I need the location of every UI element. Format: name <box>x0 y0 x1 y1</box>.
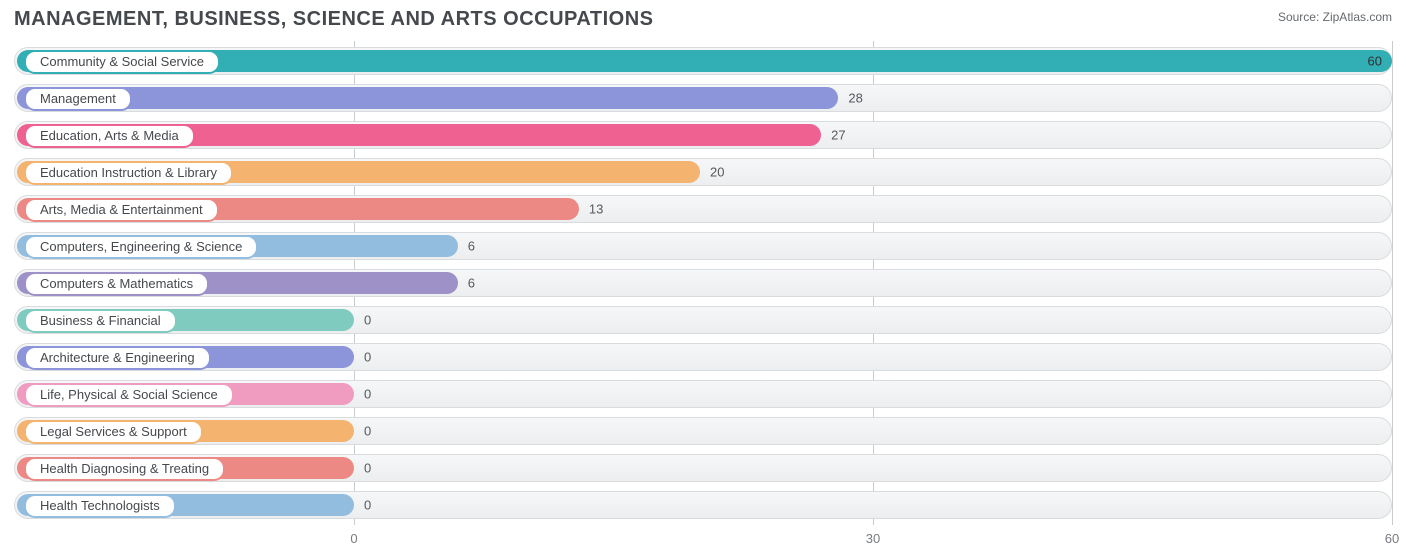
bar-value: 0 <box>364 423 371 438</box>
bar-value: 0 <box>364 460 371 475</box>
bar-row: Legal Services & Support 0 <box>14 417 1392 445</box>
bars-container: Community & Social Service60Management28… <box>14 41 1392 525</box>
gridline <box>1392 41 1393 525</box>
plot-area: Community & Social Service60Management28… <box>14 41 1392 525</box>
x-tick: 30 <box>866 531 880 546</box>
x-tick: 0 <box>350 531 357 546</box>
bar-fill <box>17 87 838 109</box>
bar-value: 20 <box>710 165 724 180</box>
bar-label-pill: Health Diagnosing & Treating <box>24 457 225 481</box>
source-name: ZipAtlas.com <box>1323 10 1392 24</box>
bar-row: Community & Social Service 60 <box>14 47 1392 75</box>
bar-value: 0 <box>364 312 371 327</box>
bar-row: Education, Arts & Media 27 <box>14 121 1392 149</box>
bar-value: 27 <box>831 128 845 143</box>
chart-area: Community & Social Service60Management28… <box>14 41 1392 551</box>
bar-value: 13 <box>589 202 603 217</box>
bar-label-pill: Legal Services & Support <box>24 420 203 444</box>
bar-label-pill: Computers & Mathematics <box>24 272 209 296</box>
bar-label-pill: Architecture & Engineering <box>24 346 211 370</box>
source-prefix: Source: <box>1278 10 1323 24</box>
x-axis: 03060 <box>14 529 1392 551</box>
bar-label-pill: Education Instruction & Library <box>24 161 233 185</box>
chart-title: MANAGEMENT, BUSINESS, SCIENCE AND ARTS O… <box>14 8 653 31</box>
bar-row: Computers & Mathematics 6 <box>14 269 1392 297</box>
bar-value: 0 <box>364 386 371 401</box>
bar-label-pill: Education, Arts & Media <box>24 124 195 148</box>
x-tick: 60 <box>1385 531 1399 546</box>
bar-label-pill: Business & Financial <box>24 309 177 333</box>
bar-fill <box>17 50 1392 72</box>
bar-label-pill: Management <box>24 87 132 111</box>
bar-row: Health Diagnosing & Treating 0 <box>14 454 1392 482</box>
bar-value: 6 <box>468 239 475 254</box>
bar-row: Education Instruction & Library 20 <box>14 158 1392 186</box>
bar-value: 60 <box>1368 54 1382 69</box>
bar-row: Architecture & Engineering 0 <box>14 343 1392 371</box>
chart-source: Source: ZipAtlas.com <box>1278 10 1392 24</box>
bar-row: Computers, Engineering & Science 6 <box>14 232 1392 260</box>
bar-value: 6 <box>468 275 475 290</box>
bar-label-pill: Life, Physical & Social Science <box>24 383 234 407</box>
bar-label-pill: Community & Social Service <box>24 50 220 74</box>
bar-label-pill: Health Technologists <box>24 494 176 518</box>
bar-label-pill: Arts, Media & Entertainment <box>24 198 219 222</box>
bar-value: 28 <box>848 91 862 106</box>
bar-row: Health Technologists 0 <box>14 491 1392 519</box>
bar-label-pill: Computers, Engineering & Science <box>24 235 258 259</box>
bar-value: 0 <box>364 497 371 512</box>
chart-header: MANAGEMENT, BUSINESS, SCIENCE AND ARTS O… <box>0 0 1406 35</box>
bar-row: Life, Physical & Social Science 0 <box>14 380 1392 408</box>
bar-row: Arts, Media & Entertainment 13 <box>14 195 1392 223</box>
bar-row: Management 28 <box>14 84 1392 112</box>
bar-value: 0 <box>364 349 371 364</box>
bar-row: Business & Financial 0 <box>14 306 1392 334</box>
